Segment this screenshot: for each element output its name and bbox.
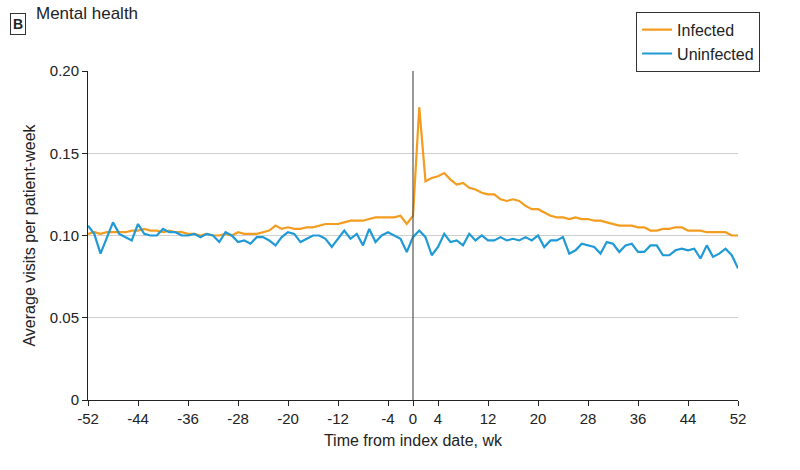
svg-text:Average visits per patient-wee: Average visits per patient-week — [21, 123, 38, 346]
svg-text:4: 4 — [434, 410, 442, 427]
svg-text:-4: -4 — [381, 410, 394, 427]
svg-text:-20: -20 — [277, 410, 299, 427]
svg-text:-12: -12 — [327, 410, 349, 427]
svg-text:Mental health: Mental health — [36, 4, 138, 23]
svg-text:Infected: Infected — [677, 22, 734, 39]
svg-text:0.20: 0.20 — [50, 62, 79, 79]
svg-text:-52: -52 — [77, 410, 99, 427]
svg-text:0.05: 0.05 — [50, 309, 79, 326]
svg-text:-28: -28 — [227, 410, 249, 427]
svg-text:52: 52 — [730, 410, 747, 427]
svg-text:28: 28 — [580, 410, 597, 427]
svg-text:Uninfected: Uninfected — [677, 46, 754, 63]
svg-text:0.15: 0.15 — [50, 145, 79, 162]
svg-text:0.10: 0.10 — [50, 227, 79, 244]
svg-text:12: 12 — [480, 410, 497, 427]
svg-text:-44: -44 — [127, 410, 149, 427]
svg-text:44: 44 — [680, 410, 697, 427]
svg-text:-36: -36 — [177, 410, 199, 427]
svg-text:20: 20 — [530, 410, 547, 427]
svg-text:Time from index date, wk: Time from index date, wk — [324, 432, 503, 449]
svg-text:B: B — [13, 16, 23, 32]
svg-text:0: 0 — [71, 391, 79, 408]
svg-text:0: 0 — [409, 410, 417, 427]
svg-text:36: 36 — [630, 410, 647, 427]
